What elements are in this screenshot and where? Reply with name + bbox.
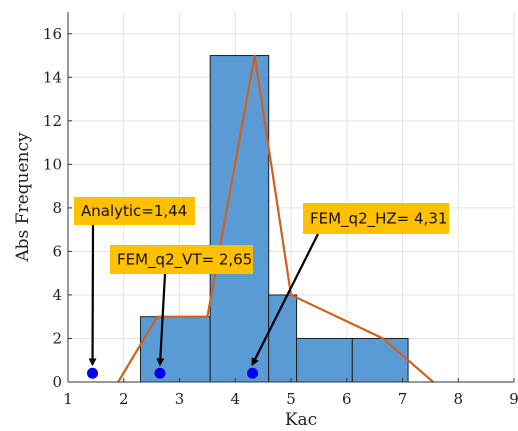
y-tick-label: 4 (52, 286, 62, 304)
y-tick-label: 14 (43, 68, 62, 86)
histogram-bar (209, 55, 270, 383)
histogram-bar (268, 294, 298, 383)
annotations: Analytic=1,44 FEM_q2_VT= 2,65 FEM_q2_HZ= 4… (74, 197, 449, 274)
trend-line (117, 54, 434, 383)
annotation-label: FEM_q2_HZ= 4,31 (310, 210, 447, 229)
x-tick-label: 3 (175, 390, 185, 408)
y-tick-label: 16 (43, 25, 62, 43)
data-point (247, 367, 259, 379)
annotation-box (110, 245, 253, 274)
data-point (154, 367, 166, 379)
y-tick-label: 12 (43, 112, 62, 130)
y-tick-label: 0 (52, 373, 62, 391)
y-tick-label: 8 (52, 199, 62, 217)
y-tick-label: 2 (52, 329, 62, 347)
axes (67, 12, 515, 383)
x-tick-label: 9 (509, 390, 518, 408)
histogram-bar (351, 337, 409, 383)
y-tick-label: 6 (52, 242, 62, 260)
annotation-label: Analytic=1,44 (81, 202, 187, 220)
x-tick-label: 6 (342, 390, 352, 408)
x-tick-label: 1 (63, 390, 73, 408)
x-tick-label: 2 (119, 390, 129, 408)
annotation-box (303, 203, 449, 234)
data-point (87, 367, 99, 379)
annotation-arrow (156, 273, 167, 367)
y-tick-label: 10 (43, 155, 62, 173)
histogram-bar (296, 337, 353, 383)
x-tick-label: 7 (398, 390, 408, 408)
trend-line-path (117, 54, 434, 383)
annotation-arrow (251, 233, 319, 367)
annotation-box (74, 197, 195, 225)
x-tick-label: 5 (286, 390, 296, 408)
annotation-arrows (88, 224, 319, 367)
x-tick-label: 8 (453, 390, 463, 408)
bars (139, 55, 409, 383)
x-tick-label: 4 (230, 390, 240, 408)
data-points (87, 367, 259, 379)
annotation-label: FEM_q2_VT= 2,65 (117, 251, 252, 270)
y-axis-label: Abs Frequency (13, 132, 33, 263)
x-axis-label: Kac (285, 410, 317, 430)
